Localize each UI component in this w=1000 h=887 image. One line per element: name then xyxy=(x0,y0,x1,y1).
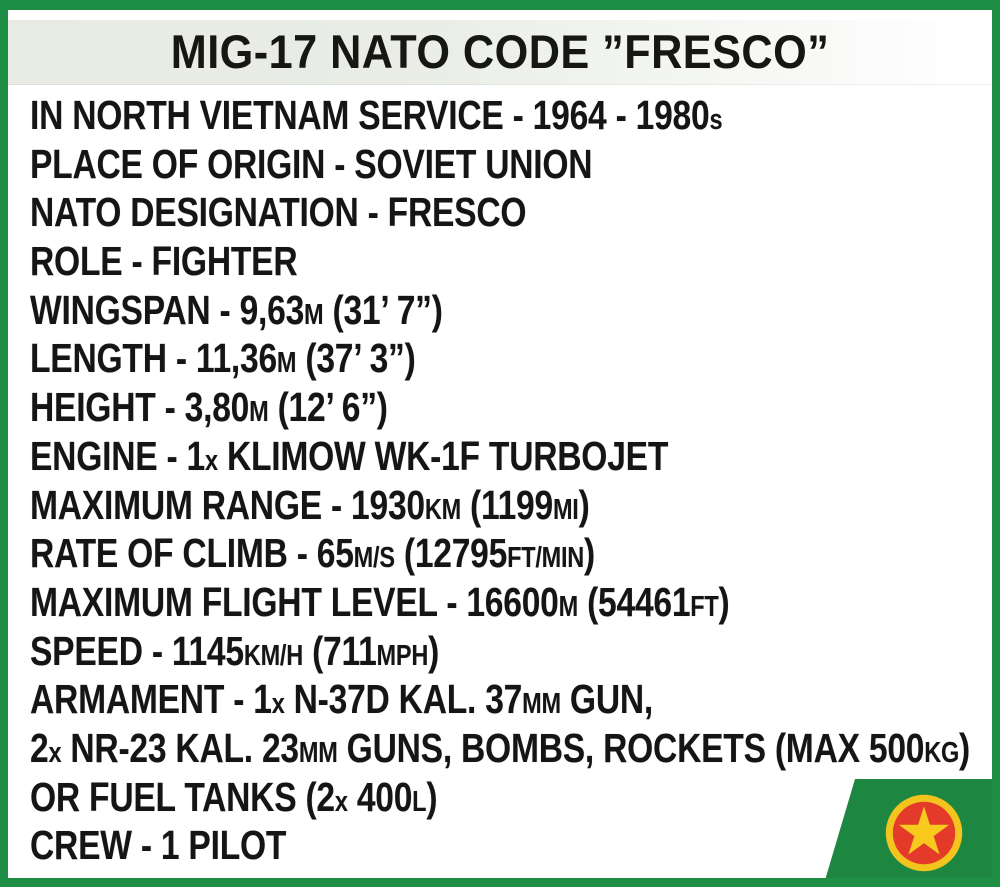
spec-line: SPEED - 1145KM/H (711MPH) xyxy=(30,627,440,674)
spec-line: ROLE - FIGHTER xyxy=(30,238,298,285)
spec-line: NATO DESIGNATION - FRESCO xyxy=(30,189,527,236)
star-roundel-icon xyxy=(885,794,963,872)
spec-line: ARMAMENT - 1x N-37D KAL. 37MM GUN, xyxy=(30,676,654,723)
spec-line: MAXIMUM FLIGHT LEVEL - 16600M (54461FT) xyxy=(30,578,730,625)
spec-line: WINGSPAN - 9,63M (31’ 7”) xyxy=(30,286,443,333)
spec-line: HEIGHT - 3,80M (12’ 6”) xyxy=(30,384,388,431)
spec-line: IN NORTH VIETNAM SERVICE - 1964 - 1980s xyxy=(30,92,723,138)
spec-line: CREW - 1 PILOT xyxy=(30,822,287,869)
title-band: MIG-17 NATO CODE ”FRESCO” xyxy=(8,20,992,85)
spec-line: LENGTH - 11,36M (37’ 3”) xyxy=(30,335,416,382)
spec-line: ENGINE - 1x KLIMOW WK-1F TURBOJET xyxy=(30,432,669,479)
corner-flag xyxy=(823,779,1000,887)
spec-line: MAXIMUM RANGE - 1930KM (1199MI) xyxy=(30,481,590,528)
page-title: MIG-17 NATO CODE ”FRESCO” xyxy=(170,25,830,78)
spec-line: RATE OF CLIMB - 65M/S (12795FT/MIN) xyxy=(30,530,595,577)
spec-line: 2x NR-23 KAL. 23MM GUNS, BOMBS, ROCKETS … xyxy=(30,724,970,771)
spec-list: IN NORTH VIETNAM SERVICE - 1964 - 1980s P… xyxy=(30,91,990,870)
spec-line: PLACE OF ORIGIN - SOVIET UNION xyxy=(30,140,593,187)
spec-line: OR FUEL TANKS (2x 400L) xyxy=(30,773,438,820)
star-icon xyxy=(898,806,950,855)
